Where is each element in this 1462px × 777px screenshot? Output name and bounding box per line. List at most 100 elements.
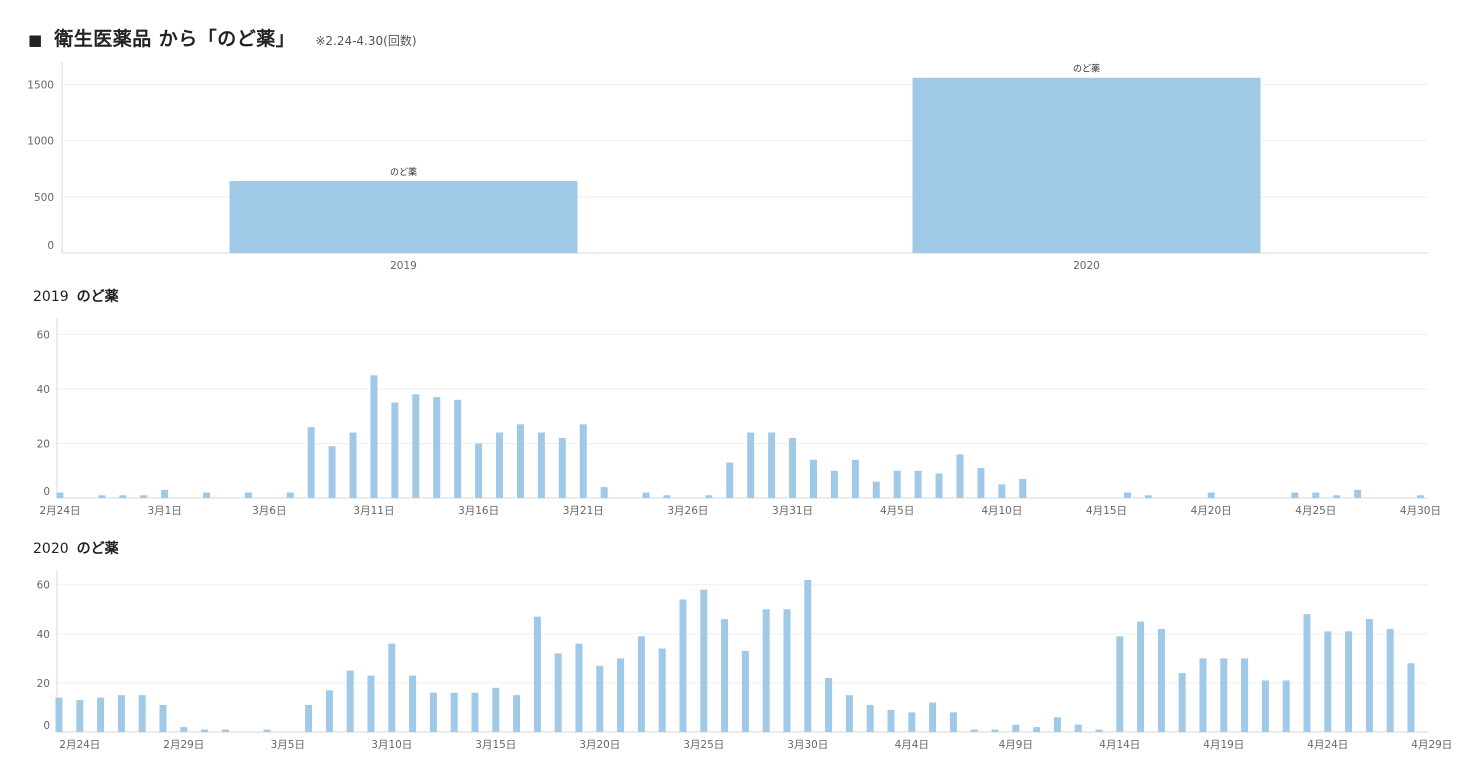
x-tick-label: 2019 — [390, 260, 417, 272]
y-tick-label: 0 — [43, 486, 50, 498]
bar — [117, 695, 125, 732]
bar — [367, 675, 375, 732]
bar — [346, 670, 354, 732]
bar — [429, 692, 437, 732]
bar — [642, 492, 650, 498]
bar — [454, 399, 462, 498]
x-tick-label: 2月29日 — [163, 739, 204, 751]
bar — [998, 484, 1006, 498]
x-tick-label: 3月15日 — [475, 739, 516, 751]
bar — [1053, 717, 1061, 732]
section-year-2019: 2019 — [33, 289, 69, 305]
bar — [658, 648, 666, 732]
page-header: ■ 衛生医薬品 から「のど薬」 ※2.24-4.30(回数) — [28, 24, 417, 56]
bar — [1282, 680, 1290, 732]
bar — [370, 375, 378, 498]
bar — [537, 432, 545, 498]
bar — [637, 636, 645, 732]
bar — [409, 675, 417, 732]
bar — [391, 402, 399, 498]
bar — [705, 495, 713, 498]
bar — [908, 712, 916, 732]
bar — [1074, 724, 1082, 732]
x-tick-label: 4月10日 — [981, 505, 1022, 517]
bar — [76, 700, 84, 732]
page-note: ※2.24-4.30(回数) — [315, 34, 417, 48]
y-tick-label: 1000 — [27, 136, 54, 148]
bar — [872, 481, 880, 498]
bar — [789, 438, 797, 498]
bar — [450, 692, 458, 732]
bar — [935, 473, 943, 498]
bar — [471, 692, 479, 732]
x-tick-label: 4月9日 — [999, 739, 1033, 751]
bar — [1116, 636, 1124, 732]
bar — [970, 729, 978, 732]
page-title: 衛生医薬品 から「のど薬」 — [54, 28, 296, 50]
x-tick-label: 4月19日 — [1203, 739, 1244, 751]
bar — [991, 729, 999, 732]
bar — [475, 443, 483, 498]
bar — [305, 705, 313, 732]
bar — [1178, 673, 1186, 732]
bar — [1095, 729, 1103, 732]
bar — [596, 665, 604, 732]
bar — [600, 487, 608, 498]
x-tick-label: 4月15日 — [1086, 505, 1127, 517]
x-tick-label: 4月25日 — [1295, 505, 1336, 517]
bar — [492, 687, 500, 732]
bar — [1137, 621, 1145, 732]
x-tick-label: 3月25日 — [683, 739, 724, 751]
bar — [579, 424, 587, 498]
bar — [1416, 495, 1424, 498]
bar — [845, 695, 853, 732]
bar — [159, 705, 167, 732]
bar — [851, 459, 859, 498]
bar — [1312, 492, 1320, 498]
bar — [55, 697, 63, 732]
section-year-2020: 2020 — [33, 541, 69, 557]
bar — [1386, 628, 1394, 732]
bar — [1333, 495, 1341, 498]
x-tick-label: 3月10日 — [371, 739, 412, 751]
bar-data-label: のど薬 — [390, 166, 417, 178]
bar — [1324, 631, 1332, 732]
bar — [286, 492, 294, 498]
bar — [912, 77, 1261, 254]
bar — [1365, 619, 1373, 732]
bar — [726, 462, 734, 498]
bar — [513, 695, 521, 732]
x-tick-label: 3月31日 — [772, 505, 813, 517]
bar — [433, 397, 441, 498]
bar — [244, 492, 252, 498]
bar — [388, 643, 396, 732]
bar — [119, 495, 127, 498]
daily-bar-chart-2019: 0 20 40 60 2月24日 3月1日 3月6日 3月11日 3月16日 3月21日 3月26日… — [37, 318, 1441, 517]
bar — [575, 643, 583, 732]
bar — [1199, 658, 1207, 732]
bar — [977, 468, 985, 498]
bar — [97, 697, 105, 732]
bar — [1261, 680, 1269, 732]
bar — [741, 651, 749, 732]
bar — [558, 438, 566, 498]
bar — [1345, 631, 1353, 732]
bar — [1241, 658, 1249, 732]
bar — [809, 459, 817, 498]
bar — [804, 579, 812, 732]
x-tick-label: 2020 — [1073, 260, 1100, 272]
section-title-2020: 2020 のど薬 — [33, 538, 119, 558]
bar — [180, 727, 188, 732]
bar — [516, 424, 524, 498]
bar — [307, 427, 315, 498]
bar-data-label: のど薬 — [1073, 63, 1100, 75]
bar — [825, 678, 833, 732]
bar — [679, 599, 687, 732]
y-tick-label: 1500 — [27, 79, 54, 91]
bar — [1291, 492, 1299, 498]
y-tick-label: 60 — [37, 580, 50, 592]
bar — [1157, 628, 1165, 732]
bar — [949, 712, 957, 732]
bar — [1123, 492, 1131, 498]
bar — [533, 616, 541, 732]
